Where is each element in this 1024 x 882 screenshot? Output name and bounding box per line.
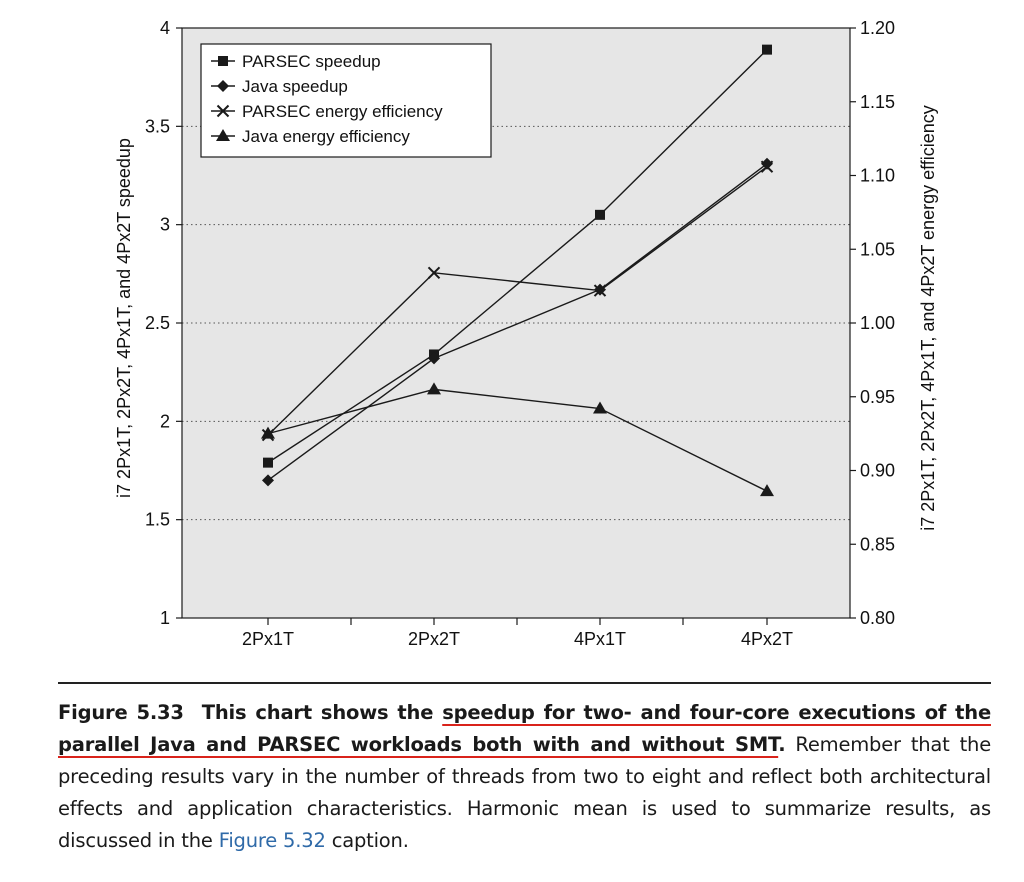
- y-tick-label: 2.5: [145, 313, 170, 333]
- legend-item: PARSEC energy efficiency: [211, 102, 443, 121]
- caption-body: Remember that the preceding results vary…: [58, 733, 991, 852]
- x-tick-label: 2Px2T: [408, 629, 460, 649]
- y2-tick-label: 0.95: [860, 387, 895, 407]
- legend-item: Java speedup: [211, 77, 348, 96]
- series: [261, 44, 774, 497]
- caption-divider: [58, 682, 991, 684]
- y2-tick-label: 1.20: [860, 18, 895, 38]
- legend-box: [200, 43, 492, 158]
- figure-caption: Figure 5.33 This chart shows the speedup…: [58, 697, 991, 857]
- series-line: [267, 166, 768, 436]
- series-line: [267, 163, 768, 481]
- y2-tick-label: 1.15: [860, 92, 895, 112]
- gridlines: [182, 125, 850, 521]
- y2-tick-label: 1.00: [860, 313, 895, 333]
- x-tick-label: 4Px2T: [741, 629, 793, 649]
- marker-square: [595, 209, 605, 220]
- y-tick-label: 1: [160, 608, 170, 628]
- marker-triangle: [261, 426, 275, 439]
- series-line: [267, 49, 768, 464]
- marker-x-stroke: [427, 266, 441, 280]
- y-axis-title: i7 2Px1T, 2Px2T, 4Px1T, and 4Px2T speedu…: [114, 138, 134, 498]
- y-tick-label: 3.5: [145, 116, 170, 136]
- x-tick-label: 4Px1T: [574, 629, 626, 649]
- legend-label: PARSEC energy efficiency: [242, 102, 443, 121]
- marker-triangle: [593, 401, 607, 414]
- marker-square: [762, 44, 772, 55]
- marker-x: [427, 266, 441, 280]
- chart: 1 1.5 2 2.5 3 3.5 4 0.80 0.85 0.90 0.95 1.00 1.05 1.1…: [114, 18, 938, 649]
- y-tick-label: 2: [160, 411, 170, 431]
- figure-link[interactable]: Figure 5.32: [218, 829, 326, 852]
- legend-label: Java speedup: [242, 77, 348, 96]
- marker-x-stroke: [760, 160, 774, 173]
- marker-triangle: [216, 129, 230, 141]
- series-java-energy-efficiency: [261, 382, 774, 497]
- marker-x-stroke: [216, 104, 230, 118]
- marker-square: [263, 457, 273, 468]
- series-parsec-energy-efficiency: [261, 160, 774, 442]
- marker-diamond: [428, 352, 440, 365]
- marker-diamond: [262, 474, 274, 487]
- legend-label: PARSEC speedup: [242, 52, 381, 71]
- marker-diamond: [761, 157, 773, 170]
- caption-highlight: speedup for two- and four-core execution…: [58, 701, 991, 756]
- axes: 1 1.5 2 2.5 3 3.5 4 0.80 0.85 0.90 0.95 1.00 1.05 1.1…: [114, 18, 938, 649]
- legend-item: Java energy efficiency: [211, 127, 410, 146]
- caption-tail: caption.: [331, 829, 409, 852]
- y2-tick-label: 1.10: [860, 166, 895, 186]
- legend: PARSEC speedup Java speedup PARSEC energy …: [200, 43, 492, 158]
- marker-x: [216, 104, 230, 118]
- y2-tick-label: 0.90: [860, 461, 895, 481]
- marker-x: [760, 160, 774, 173]
- legend-label: Java energy efficiency: [242, 127, 410, 146]
- y-tick-label: 4: [160, 18, 170, 38]
- y2-tick-label: 1.05: [860, 239, 895, 259]
- marker-x-stroke: [593, 284, 607, 297]
- y-tick-label: 1.5: [145, 510, 170, 530]
- caption-bold-end: .: [778, 733, 786, 756]
- caption-label: Figure 5.33: [58, 701, 184, 724]
- marker-triangle: [760, 484, 774, 497]
- legend-item: PARSEC speedup: [211, 52, 381, 71]
- caption-bold-lead: This chart shows the: [201, 701, 434, 724]
- y-tick-label: 3: [160, 215, 170, 235]
- marker-diamond: [217, 80, 229, 92]
- series-line: [267, 388, 768, 492]
- marker-square: [218, 56, 228, 66]
- y2-axis-title: i7 2Px1T, 2Px2T, 4Px1T, and 4Px2T energy…: [918, 105, 938, 531]
- y2-tick-label: 0.85: [860, 534, 895, 554]
- x-tick-label: 2Px1T: [242, 629, 294, 649]
- y2-tick-label: 0.80: [860, 608, 895, 628]
- marker-triangle: [427, 382, 441, 395]
- marker-x: [593, 284, 607, 297]
